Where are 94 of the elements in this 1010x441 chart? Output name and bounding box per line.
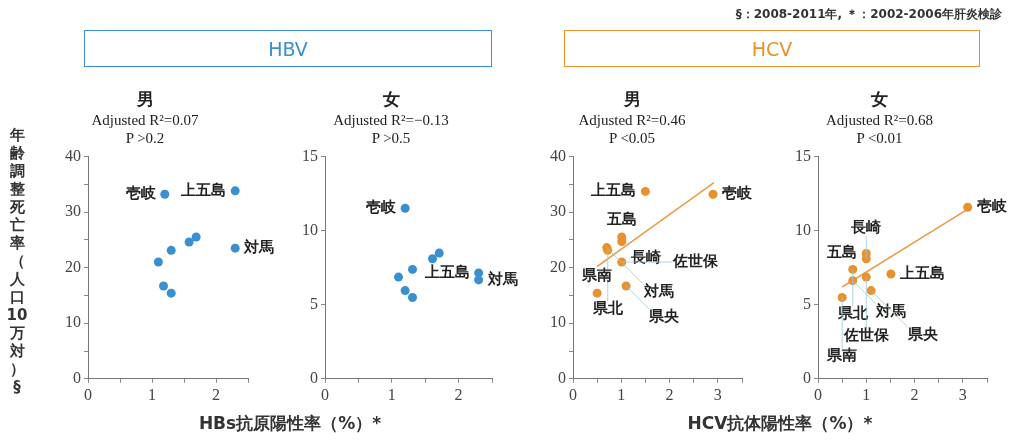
chart-subtitle: Adjusted R²=0.07 P >0.2 xyxy=(91,112,200,147)
annotation: 県北 xyxy=(591,299,624,318)
point xyxy=(434,248,444,258)
x-tick-label: 0 xyxy=(814,385,822,403)
annotation: 佐世保 xyxy=(671,251,719,270)
point xyxy=(230,243,240,253)
x-tick-label: 0 xyxy=(84,385,92,403)
point xyxy=(408,293,418,303)
x-tick-label: 3 xyxy=(958,385,967,403)
x-tick-label: 2 xyxy=(454,385,463,403)
annotation: 上五島 xyxy=(590,181,637,200)
point xyxy=(166,288,176,298)
x-tick-label: 0 xyxy=(569,385,577,403)
y-tick-label: 30 xyxy=(550,202,566,220)
chart-subtitle: Adjusted R²=0.46 P <0.05 xyxy=(578,112,687,147)
point xyxy=(153,257,163,267)
annotation: 県南 xyxy=(826,346,858,365)
annotation: 長崎 xyxy=(850,217,882,236)
x-tick-label: 2 xyxy=(910,385,919,403)
point xyxy=(708,189,718,199)
text: §：2008-2011年, ＊：2002-2006年肝炎検診 xyxy=(735,6,1002,23)
text: 年齢調整死亡率（人口10万対）§ xyxy=(6,126,28,396)
annotation: 壱岐 xyxy=(366,198,398,217)
y-tick-label: 0 xyxy=(73,369,81,386)
y-tick-label: 0 xyxy=(803,369,811,386)
point xyxy=(640,186,650,196)
y-tick-label: 0 xyxy=(558,369,566,386)
chart-title: 女 xyxy=(870,88,888,109)
annotation: 五島 xyxy=(826,243,858,262)
annotation: 壱岐 xyxy=(976,197,1008,216)
y-tick-label: 30 xyxy=(65,202,81,220)
point xyxy=(160,189,170,199)
y-tick-label: 20 xyxy=(550,257,566,275)
chart-title: 男 xyxy=(622,88,641,109)
x-tick-label: 2 xyxy=(212,385,220,403)
annotation: 県南 xyxy=(581,266,613,285)
point xyxy=(963,202,973,212)
point xyxy=(230,186,240,196)
chart-subtitle: Adjusted R²=−0.13 P >0.5 xyxy=(333,112,449,147)
y-tick-label: 10 xyxy=(795,220,811,238)
annotation: 対馬 xyxy=(243,238,275,257)
annotation: 壱岐 xyxy=(125,184,157,203)
x-tick-label: 1 xyxy=(862,385,871,403)
chart-subtitle: Adjusted R²=0.68 P <0.01 xyxy=(825,112,934,147)
text: HBV xyxy=(84,30,492,67)
point xyxy=(592,288,602,298)
chart-title: 男 xyxy=(135,88,154,109)
annotation: 五島 xyxy=(605,209,637,228)
annotation: 県央 xyxy=(648,306,681,325)
x-tick-label: 1 xyxy=(387,385,396,403)
text: HCV xyxy=(564,30,980,67)
y-tick-label: 5 xyxy=(803,294,811,312)
annotation: 対馬 xyxy=(486,269,518,288)
x-axis-title: HCV抗体陽性率（%）* xyxy=(686,412,874,435)
x-tick-label: 1 xyxy=(617,385,626,403)
y-tick-label: 5 xyxy=(310,294,318,312)
x-tick-label: 1 xyxy=(148,385,156,403)
point xyxy=(393,272,403,282)
y-tick-label: 0 xyxy=(310,369,318,386)
point xyxy=(400,203,410,213)
y-tick-label: 10 xyxy=(65,313,81,331)
annotation: 県北 xyxy=(836,304,869,323)
chart-title: 女 xyxy=(381,88,400,109)
y-tick-label: 10 xyxy=(550,313,566,331)
annotation: 上五島 xyxy=(180,180,227,199)
point xyxy=(886,269,896,279)
point xyxy=(400,286,410,296)
point xyxy=(861,254,871,264)
point xyxy=(848,264,858,274)
annotation: 対馬 xyxy=(642,282,674,301)
y-tick-label: 20 xyxy=(65,257,81,275)
point xyxy=(159,281,169,291)
annotation: 長崎 xyxy=(629,248,661,267)
annotation: 対馬 xyxy=(874,301,906,320)
x-tick-label: 3 xyxy=(713,385,722,403)
point xyxy=(408,264,418,274)
annotation: 壱岐 xyxy=(722,184,754,203)
y-tick-label: 15 xyxy=(302,146,318,164)
x-tick-label: 0 xyxy=(321,385,329,403)
y-tick-label: 10 xyxy=(302,220,318,238)
annotation: 県央 xyxy=(907,325,940,344)
y-tick-label: 40 xyxy=(65,146,81,164)
annotation: 上五島 xyxy=(423,262,470,281)
annotation: 佐世保 xyxy=(842,325,890,344)
point xyxy=(191,232,201,242)
y-tick-label: 40 xyxy=(550,146,566,164)
y-tick-label: 15 xyxy=(795,146,811,164)
point xyxy=(184,237,194,247)
point xyxy=(166,245,176,255)
x-axis-title: HBs抗原陽性率（%）* xyxy=(197,412,383,435)
annotation: 上五島 xyxy=(898,263,945,282)
x-tick-label: 2 xyxy=(665,385,674,403)
point xyxy=(474,275,484,285)
point xyxy=(428,254,438,264)
